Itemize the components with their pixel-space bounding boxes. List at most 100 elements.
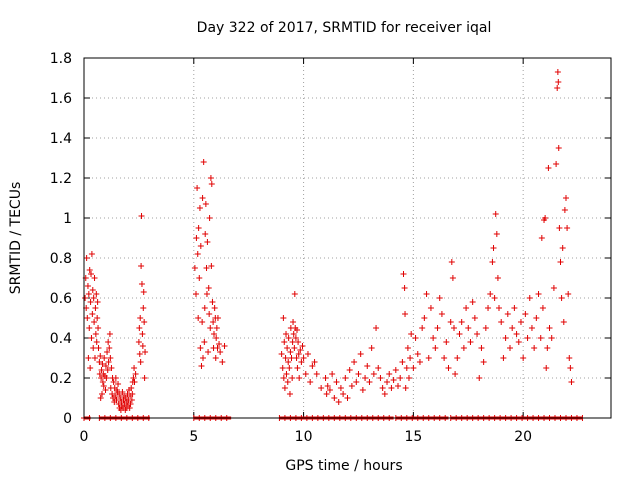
data-point <box>533 315 540 321</box>
data-point <box>100 383 107 389</box>
data-point <box>397 375 404 381</box>
data-point <box>427 305 434 311</box>
y-tick-label: 1.4 <box>50 131 72 147</box>
data-point <box>568 379 575 385</box>
data-point <box>138 263 145 269</box>
data-point <box>368 345 375 351</box>
data-point <box>202 201 209 207</box>
data-point <box>432 345 439 351</box>
data-point <box>559 245 566 251</box>
data-point <box>506 345 513 351</box>
chart-title: Day 322 of 2017, SRMTID for receiver iqa… <box>197 20 492 36</box>
data-point <box>116 391 123 397</box>
data-point <box>390 377 397 383</box>
data-point <box>128 385 135 391</box>
x-tick-label: 5 <box>189 429 198 445</box>
data-point <box>192 291 199 297</box>
data-point <box>410 365 417 371</box>
data-point <box>299 343 306 349</box>
data-point <box>286 365 293 371</box>
data-point <box>207 175 214 181</box>
data-point <box>89 311 96 317</box>
data-point <box>136 325 143 331</box>
data-point <box>205 285 212 291</box>
data-point <box>201 305 208 311</box>
data-point <box>474 331 481 337</box>
data-point <box>553 161 560 167</box>
data-point <box>324 383 331 389</box>
data-point <box>489 259 496 265</box>
data-point <box>283 371 290 377</box>
data-point <box>289 375 296 381</box>
data-point <box>142 349 149 355</box>
data-point <box>337 385 344 391</box>
data-point <box>436 295 443 301</box>
data-point <box>91 319 98 325</box>
data-point <box>524 335 531 341</box>
data-point <box>131 379 138 385</box>
data-point <box>203 291 210 297</box>
data-point <box>346 367 353 373</box>
data-point <box>286 391 293 397</box>
data-point <box>102 363 109 369</box>
data-point <box>318 385 325 391</box>
grid <box>84 58 611 418</box>
data-point <box>434 325 441 331</box>
data-point <box>511 305 518 311</box>
data-point <box>211 305 218 311</box>
data-point <box>419 325 426 331</box>
data-point <box>522 311 529 317</box>
data-point <box>201 339 208 345</box>
x-tick-label: 20 <box>514 429 532 445</box>
data-point <box>137 315 144 321</box>
data-point <box>357 351 364 357</box>
data-point <box>94 299 101 305</box>
data-point <box>296 375 303 381</box>
data-point <box>487 291 494 297</box>
y-tick-label: 0.8 <box>50 251 72 267</box>
data-point <box>219 359 226 365</box>
data-point <box>485 305 492 311</box>
data-point <box>200 159 207 165</box>
data-point <box>381 391 388 397</box>
y-tick-label: 0.2 <box>50 371 72 387</box>
data-point <box>326 387 333 393</box>
data-point <box>200 355 207 361</box>
data-point <box>542 215 549 221</box>
data-point <box>87 299 94 305</box>
data-point <box>107 355 114 361</box>
data-point <box>490 245 497 251</box>
data-point <box>364 363 371 369</box>
data-point <box>213 335 220 341</box>
data-point <box>465 325 472 331</box>
data-point <box>447 319 454 325</box>
data-point <box>206 311 213 317</box>
data-point <box>546 325 553 331</box>
data-point <box>90 295 97 301</box>
data-point <box>366 379 373 385</box>
x-axis-label: GPS time / hours <box>285 458 402 474</box>
data-point <box>493 231 500 237</box>
data-point <box>88 335 95 341</box>
x-tick-label: 10 <box>295 429 313 445</box>
data-point <box>106 331 113 337</box>
data-point <box>548 335 555 341</box>
data-point <box>555 145 562 151</box>
data-point <box>300 355 307 361</box>
data-point <box>206 215 213 221</box>
data-point <box>543 365 550 371</box>
data-point <box>113 397 120 403</box>
data-point <box>556 225 563 231</box>
data-point <box>110 379 117 385</box>
data-point <box>402 385 409 391</box>
data-point <box>138 213 145 219</box>
data-point <box>554 85 561 91</box>
data-point <box>119 389 126 395</box>
data-point <box>199 319 206 325</box>
data-point <box>93 339 100 345</box>
data-point <box>139 343 146 349</box>
data-point <box>550 285 557 291</box>
data-point <box>103 375 110 381</box>
data-point <box>278 351 285 357</box>
data-point <box>196 275 203 281</box>
